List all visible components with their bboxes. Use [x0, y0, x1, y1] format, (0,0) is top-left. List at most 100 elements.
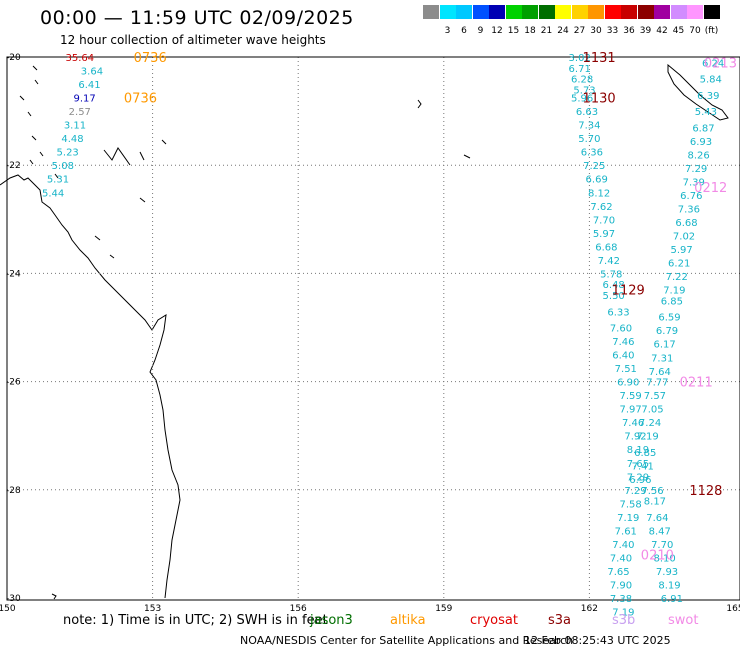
legend-swatch [505, 5, 522, 19]
legend-swatch [637, 5, 654, 19]
swh-value: 6.85 [634, 448, 656, 459]
swh-value: 6.41 [78, 80, 100, 91]
legend-swatch [687, 5, 703, 19]
swh-value: 7.60 [610, 324, 632, 335]
legend-label: 18 [524, 26, 536, 36]
swh-value: 6.63 [576, 107, 598, 118]
legend-label: 36 [623, 26, 635, 36]
latitude-label: -26 [6, 378, 21, 388]
swh-value: 7.25 [583, 161, 605, 172]
satellite-label-cryosat: cryosat [470, 613, 518, 628]
swh-value: 7.19 [617, 513, 639, 524]
swh-value: 7.61 [615, 526, 637, 537]
swh-value: 7.97 [620, 405, 642, 416]
pass-time-label: 1131 [583, 51, 616, 66]
swh-value: 7.34 [578, 121, 600, 132]
islands [19, 65, 471, 259]
swh-value: 7.31 [651, 353, 673, 364]
swh-value: 5.50 [603, 291, 625, 302]
swh-value: 7.36 [678, 204, 700, 215]
credit: NOAA/NESDIS Center for Satellite Applica… [240, 634, 574, 647]
swh-value: 6.36 [581, 148, 603, 159]
swh-value: 7.05 [641, 405, 663, 416]
legend-swatch [423, 5, 439, 19]
swh-value: 6.91 [661, 594, 683, 605]
swh-value: 7.65 [607, 567, 629, 578]
swh-value: 6.28 [571, 75, 593, 86]
satellite-label-swot: swot [668, 613, 699, 628]
australia-coastline [0, 174, 181, 599]
map-frame [6, 56, 740, 601]
legend-swatch [588, 5, 604, 19]
pass-time-label: 0211 [680, 376, 713, 391]
swh-value: 5.84 [700, 75, 722, 86]
swh-value: 35.64 [65, 53, 94, 64]
swh-value: 6.40 [612, 351, 634, 362]
swh-value: 7.70 [651, 540, 673, 551]
pass-time-label: 0736 [134, 51, 167, 66]
swh-value: 6.79 [656, 326, 678, 337]
pass-time-label: 0212 [694, 181, 727, 196]
swh-value: 5.97 [670, 245, 692, 256]
satellite-label-s3b: s3b [612, 613, 636, 628]
swh-value: 2.57 [69, 107, 91, 118]
swh-value: 7.46 [622, 418, 644, 429]
swh-value: 3.11 [64, 121, 86, 132]
swh-value: 7.24 [639, 418, 661, 429]
swh-value: 5.70 [578, 134, 600, 145]
satellite-label-s3a: s3a [548, 613, 572, 628]
swh-value: 5.31 [47, 175, 69, 186]
swh-value: 6.59 [658, 313, 680, 324]
chart-title: 00:00 — 11:59 UTC 02/09/2025 [40, 7, 354, 29]
swh-value: 6.24 [702, 58, 724, 69]
swh-value: 7.40 [610, 553, 632, 564]
swh-value: 9.17 [74, 94, 96, 105]
swh-value: 6.93 [690, 137, 712, 148]
legend-label: 33 [606, 26, 619, 36]
swh-value: 7.41 [632, 461, 654, 472]
swh-value: 8.19 [658, 580, 680, 591]
legend-swatch [439, 5, 456, 19]
swh-value: 7.92 [624, 432, 646, 443]
swh-value: 7.56 [641, 486, 663, 497]
swh-value: 7.38 [610, 594, 632, 605]
swh-value: 6.90 [617, 378, 639, 389]
swh-value: 7.42 [598, 256, 620, 267]
generated-timestamp: 12 Feb 08:25:43 UTC 2025 [524, 634, 671, 647]
swh-value: 6.21 [668, 259, 690, 270]
legend-label: 45 [672, 26, 685, 36]
latitude-label: -20 [6, 53, 21, 63]
longitude-label: 162 [581, 604, 598, 614]
legend-label: 15 [507, 26, 520, 36]
legend-label: 42 [656, 26, 668, 36]
swh-value: 5.43 [695, 107, 717, 118]
pass-time-label: 1129 [612, 284, 645, 299]
swh-value: 6.68 [595, 242, 617, 253]
swh-value: 7.29 [624, 486, 646, 497]
swh-value: 6.39 [697, 91, 719, 102]
latitude-label: -30 [6, 594, 21, 604]
swh-value: 6.85 [661, 296, 683, 307]
pass-time-label: 1130 [583, 92, 616, 107]
latitude-label: -24 [6, 269, 21, 279]
legend-label: 39 [639, 26, 652, 36]
legend-swatch [670, 5, 687, 19]
swh-value: 7.19 [612, 608, 634, 619]
swh-value: 3.64 [81, 67, 103, 78]
swh-value: 4.48 [61, 134, 83, 145]
longitude-label: 150 [0, 604, 16, 614]
pass-time-label: 0736 [124, 92, 157, 107]
legend-label: 6 [461, 26, 467, 36]
swh-value: 7.29 [627, 472, 649, 483]
swh-value: 7.19 [663, 286, 685, 297]
legend-swatch [703, 5, 720, 19]
swh-value: 6.17 [653, 340, 675, 351]
legend-swatch [456, 5, 472, 19]
satellite-label-jason3: jason3 [310, 613, 353, 628]
legend-swatch [472, 5, 489, 19]
swh-value: 7.70 [593, 215, 615, 226]
swh-value: 5.97 [593, 229, 615, 240]
swh-value: 6.48 [603, 280, 625, 291]
swh-value: 5.44 [42, 188, 64, 199]
